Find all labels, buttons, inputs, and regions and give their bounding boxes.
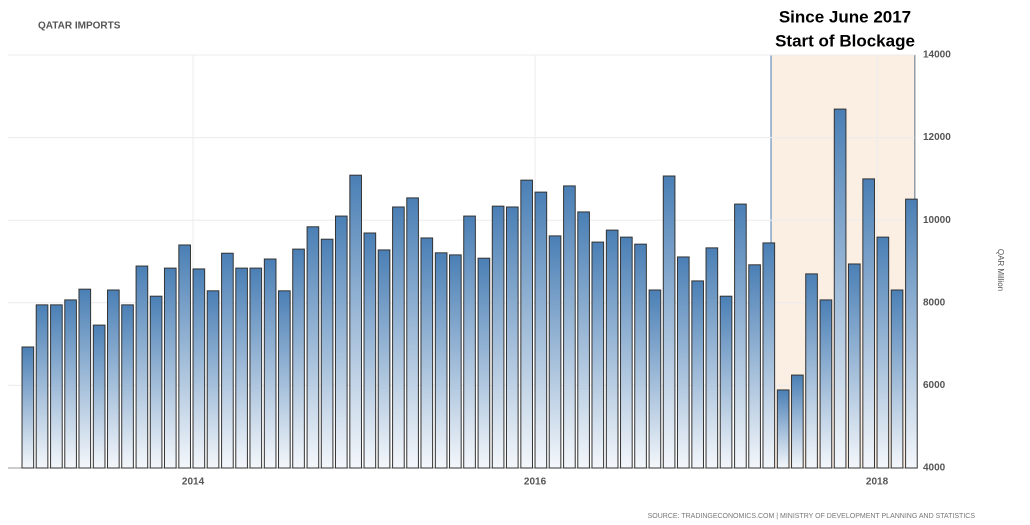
bar	[263, 258, 277, 469]
y-tick-label: 14000	[923, 50, 951, 61]
y-axis-label: QAR Million	[996, 249, 1005, 291]
bar	[306, 226, 320, 469]
bar	[163, 267, 177, 469]
bar	[192, 268, 206, 469]
bar	[21, 346, 35, 469]
bar	[206, 290, 220, 469]
y-tick-label: 10000	[923, 215, 951, 226]
x-tick-label: 2014	[182, 477, 205, 488]
bar	[278, 290, 291, 469]
bar	[449, 254, 462, 469]
bar	[420, 237, 434, 469]
bar	[819, 299, 833, 469]
bar	[434, 252, 448, 469]
bar	[221, 252, 234, 469]
bar	[563, 185, 576, 469]
bar	[377, 249, 391, 469]
bar	[719, 295, 733, 469]
bar	[249, 267, 263, 469]
x-tick-label: 2016	[524, 477, 547, 488]
annotation: Since June 2017	[779, 7, 911, 26]
bar	[35, 304, 49, 469]
bar	[833, 108, 847, 469]
bar	[905, 198, 918, 469]
bar	[50, 304, 63, 469]
y-tick-label: 8000	[923, 297, 946, 308]
bar	[762, 242, 776, 469]
y-tick-label: 6000	[923, 380, 946, 391]
bar	[505, 206, 519, 469]
bar	[847, 263, 861, 469]
bar	[548, 235, 562, 469]
bar	[477, 257, 491, 469]
bar	[78, 288, 92, 469]
bar	[392, 206, 405, 469]
bar	[876, 236, 890, 469]
bar	[520, 179, 533, 469]
y-tick-label: 12000	[923, 132, 951, 143]
bar	[648, 289, 662, 469]
bar	[662, 175, 676, 469]
bar	[334, 215, 348, 469]
bar	[776, 389, 790, 469]
bar	[734, 203, 747, 469]
bar	[591, 241, 605, 469]
bar	[691, 280, 704, 469]
bar	[135, 265, 149, 469]
bar	[620, 236, 633, 469]
chart-title: QATAR IMPORTS	[38, 21, 121, 32]
y-tick-label: 4000	[923, 463, 946, 474]
bar	[676, 256, 690, 469]
bar	[463, 215, 476, 469]
bar	[748, 264, 761, 469]
bar	[64, 299, 77, 469]
bar	[605, 229, 619, 469]
bar	[862, 178, 875, 469]
bar	[534, 191, 548, 469]
source: SOURCE: TRADINGECONOMICS.COM | MINISTRY …	[648, 513, 976, 520]
bar	[107, 289, 120, 469]
x-tick-label: 2018	[866, 477, 889, 488]
bar	[363, 232, 377, 469]
annotation: Start of Blockage	[775, 31, 915, 50]
bar	[292, 248, 305, 469]
bar	[149, 295, 163, 469]
bar	[406, 197, 419, 469]
bar	[178, 244, 191, 469]
bar	[92, 324, 106, 469]
bar	[491, 205, 505, 469]
bar	[705, 247, 719, 469]
bar	[121, 304, 134, 469]
bar	[349, 174, 362, 469]
bar	[577, 211, 590, 469]
bar	[791, 374, 804, 469]
bar	[235, 267, 248, 469]
bar	[320, 238, 334, 469]
bar	[805, 273, 818, 469]
bar	[634, 243, 647, 469]
bar	[890, 289, 904, 469]
